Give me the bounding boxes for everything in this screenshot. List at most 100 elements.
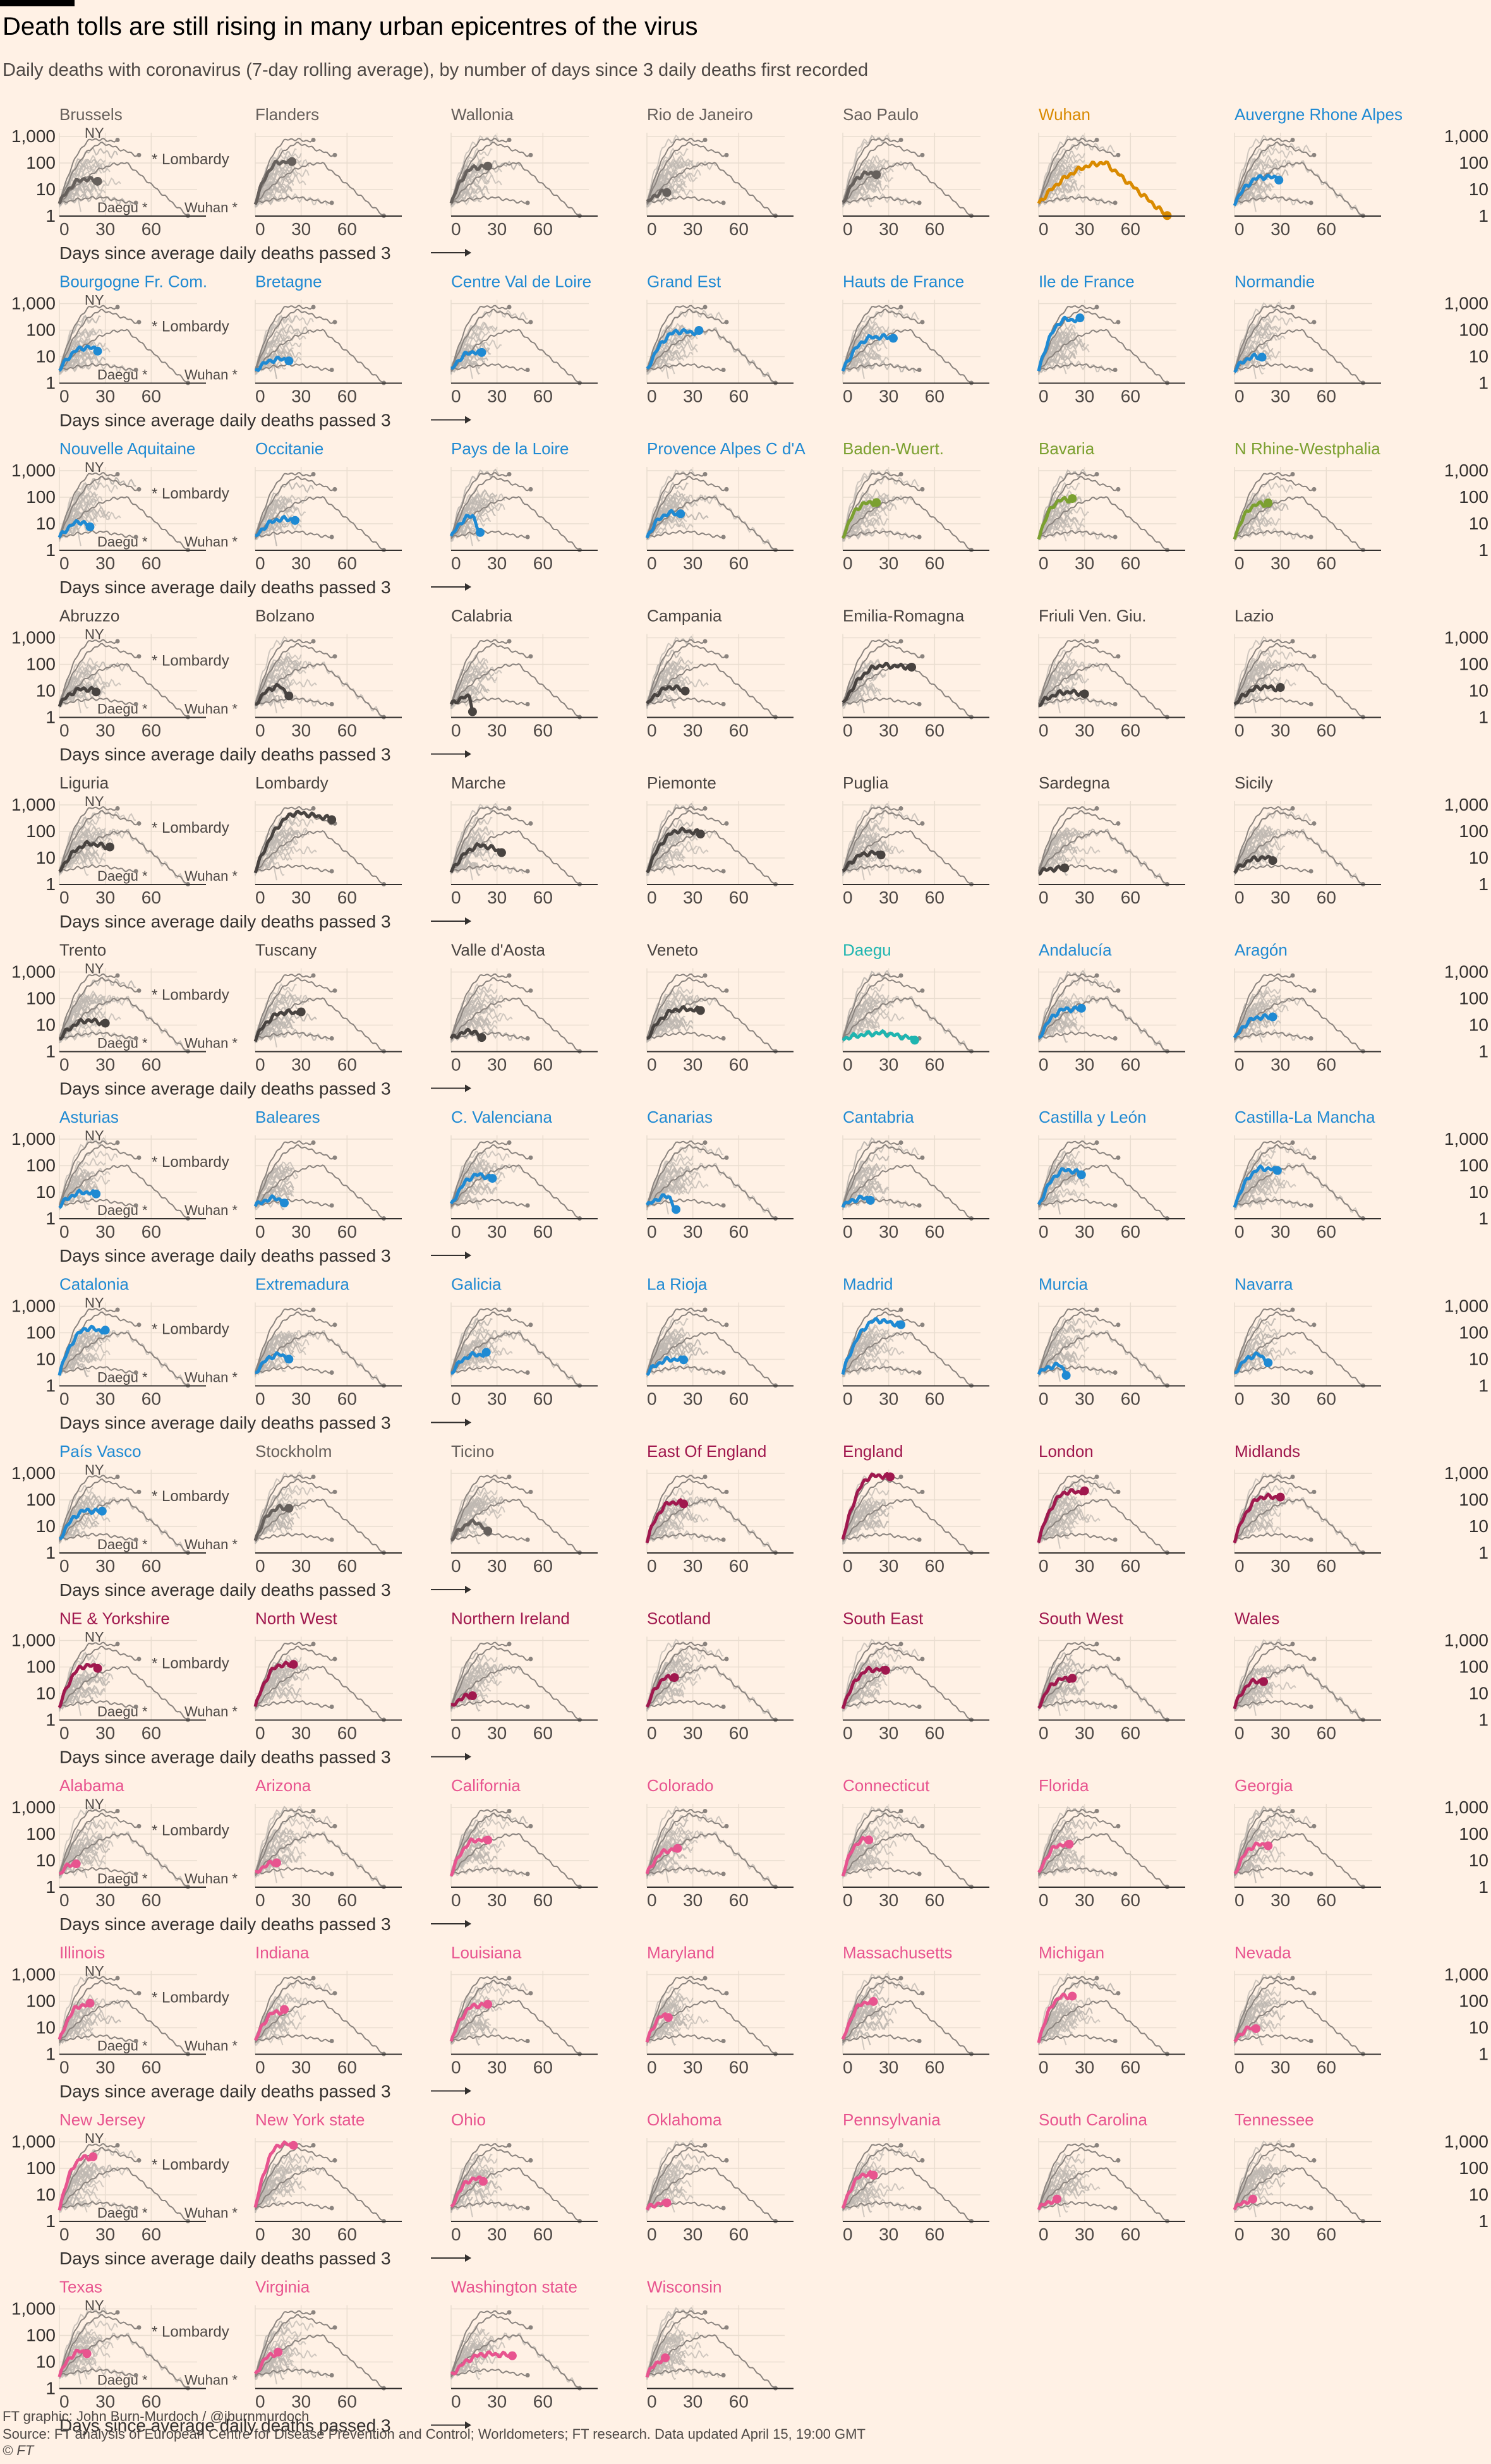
highlight-series-line — [1037, 315, 1080, 371]
x-tick-label: 60 — [1317, 1556, 1336, 1576]
highlight-series-line — [255, 682, 289, 706]
reference-series-line — [1234, 1499, 1364, 1554]
ft-topbar — [0, 0, 75, 6]
panel-title: Murcia — [1039, 1275, 1089, 1294]
panel-bavaria: Bavaria 0 30 60 — [1037, 439, 1185, 573]
reference-series-line — [1234, 308, 1315, 371]
x-tick-label: 60 — [1317, 1389, 1336, 1409]
highlight-series-end-dot — [85, 1998, 95, 2008]
reference-series-end — [528, 821, 533, 826]
background-series-line — [59, 1694, 89, 1708]
x-tick-label: 30 — [879, 219, 898, 239]
reference-series-line — [59, 1331, 189, 1386]
x-tick-label: 60 — [925, 888, 945, 907]
reference-series-end — [507, 639, 512, 644]
reference-series-line — [1038, 1833, 1168, 1888]
x-tick-label: 0 — [59, 1055, 69, 1075]
x-tick-label: 60 — [925, 1389, 945, 1409]
reference-series-end — [329, 1537, 334, 1542]
x-tick-label: 30 — [291, 2058, 311, 2077]
reference-series-line — [450, 1641, 510, 1707]
x-tick-label: 60 — [337, 553, 357, 573]
background-series-line — [1234, 1324, 1281, 1377]
reference-series-line — [59, 1976, 118, 2041]
reference-label-lombardy: * Lombardy — [152, 653, 229, 670]
reference-series-end — [1113, 1203, 1118, 1208]
reference-series-line — [1234, 2000, 1364, 2055]
highlight-series-end-dot — [97, 1506, 107, 1516]
reference-series-line — [842, 639, 902, 704]
reference-series-line — [59, 138, 118, 203]
panel-title: Campania — [647, 607, 722, 625]
background-series-line — [842, 165, 894, 205]
reference-series-line — [255, 1478, 335, 1540]
reference-series-line — [450, 697, 528, 706]
x-tick-label: 60 — [337, 1222, 357, 1241]
highlight-series-end-dot — [679, 1355, 689, 1365]
background-series-line — [1234, 2029, 1263, 2046]
panel-tuscany: Tuscany 0 30 60 — [253, 941, 402, 1075]
highlight-series-line — [449, 693, 474, 712]
x-tick-label: 60 — [729, 1389, 749, 1409]
x-tick-label: 30 — [291, 721, 311, 740]
x-tick-label: 0 — [1039, 1724, 1049, 1743]
x-tick-label: 60 — [142, 1222, 161, 1241]
highlight-series-line — [645, 1847, 679, 1875]
panel-pa-s-vasco: País Vasco 0 30 60 1 10 100 1,000 NY * Lombardy Da… — [11, 1442, 471, 1600]
x-tick-label: 30 — [291, 1222, 311, 1241]
highlight-series-end-dot — [93, 346, 102, 356]
x-tick-label: 0 — [647, 2058, 657, 2077]
reference-series-end — [1312, 821, 1317, 826]
reference-series-line — [646, 697, 724, 706]
reference-series-end — [329, 701, 334, 706]
panel-illinois: Illinois 0 30 60 1 10 100 1,000 NY * Lombardy Daeg… — [11, 1943, 471, 2101]
y-tick-label-right: 1 — [1478, 874, 1488, 894]
panel-maryland: Maryland 0 30 60 — [645, 1943, 794, 2077]
reference-series-end — [1290, 1976, 1295, 1981]
background-series-line — [450, 1325, 490, 1372]
reference-series-line — [255, 1031, 332, 1041]
y-tick-label: 1 — [45, 1543, 56, 1562]
reference-series-line — [1038, 1645, 1119, 1708]
x-tick-label: 30 — [1271, 1222, 1290, 1241]
panel-arag-n: Aragón 0 30 60 1 10 100 1,000 — [1233, 941, 1488, 1075]
y-tick-label-right: 1 — [1478, 1042, 1488, 1061]
x-tick-label: 0 — [647, 1222, 657, 1241]
highlight-series-end-dot — [476, 528, 485, 537]
panel-ne-yorkshire: NE & Yorkshire 0 30 60 1 10 100 1,000 NY * Lombar… — [11, 1609, 471, 1767]
x-tick-label: 0 — [59, 1556, 69, 1576]
reference-series-line — [1038, 830, 1168, 885]
reference-series-end — [703, 639, 708, 644]
highlight-series-end-dot — [468, 707, 477, 716]
x-tick-label: 60 — [1121, 1222, 1140, 1241]
x-tick-label: 30 — [683, 1055, 703, 1075]
reference-series-end — [332, 1991, 337, 1996]
reference-series-line — [1234, 305, 1293, 370]
panel-brussels: Brussels 0 30 60 1 10 100 1,000 NY * Lombardy Daeg… — [11, 105, 471, 263]
reference-series-line — [255, 1475, 314, 1540]
reference-series-line — [646, 1307, 706, 1373]
x-tick-label: 30 — [487, 553, 507, 573]
reference-series-end — [332, 320, 337, 325]
reference-series-end — [1094, 1307, 1099, 1312]
background-series-line — [842, 1843, 878, 1876]
x-tick-label: 0 — [255, 1556, 265, 1576]
reference-series-line — [450, 1307, 510, 1373]
reference-series-line — [450, 639, 510, 704]
reference-series-end — [507, 1474, 512, 1479]
y-tick-label-right: 100 — [1459, 1490, 1488, 1509]
panel-title: Cantabria — [843, 1108, 914, 1126]
panel-massachusetts: Massachusetts 0 30 60 — [841, 1943, 989, 2077]
reference-series-line — [450, 1533, 528, 1542]
panel-title: Michigan — [1039, 1943, 1104, 1962]
panel-title: País Vasco — [59, 1442, 142, 1461]
reference-series-end — [917, 200, 922, 205]
x-tick-label: 0 — [1039, 888, 1049, 907]
panel-title: Colorado — [647, 1776, 714, 1795]
panel-title: Extremadura — [255, 1275, 349, 1294]
panel-title: Midlands — [1234, 1442, 1300, 1461]
reference-series-end — [525, 2038, 530, 2043]
panel-wuhan: Wuhan 0 30 60 — [1037, 105, 1185, 239]
panel-puglia: Puglia 0 30 60 — [842, 773, 989, 907]
background-series-line — [450, 2019, 483, 2040]
